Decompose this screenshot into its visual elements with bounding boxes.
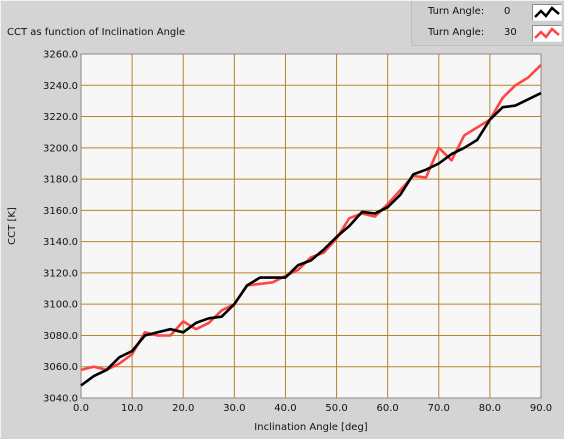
x-tick-label: 0.0: [73, 403, 89, 414]
x-tick-label: 90.0: [530, 403, 552, 414]
x-tick-label: 70.0: [428, 403, 450, 414]
y-tick-label: 3180.0: [43, 175, 78, 186]
x-tick-label: 20.0: [172, 403, 194, 414]
y-tick-label: 3040.0: [43, 394, 78, 405]
legend-label: Turn Angle:: [428, 27, 485, 38]
x-tick-label: 50.0: [325, 403, 347, 414]
x-axis-ticks: 0.0 10.0 20.0 30.0 40.0 50.0 60.0 70.0 80.0 90.0: [73, 403, 552, 414]
series-line-1: [80, 63, 542, 372]
y-tick-label: 3200.0: [43, 143, 78, 154]
y-tick-label: 3260.0: [43, 50, 78, 61]
x-tick-label: 30.0: [223, 403, 245, 414]
series-line-0: [80, 91, 542, 387]
legend-value: 0: [504, 6, 511, 17]
legend-swatch-black-line-icon[interactable]: [532, 4, 562, 21]
legend-item-turn-angle-30[interactable]: Turn Angle: 30: [412, 23, 564, 44]
legend-value: 30: [504, 27, 517, 38]
chart-title: CCT as function of Inclination Angle: [7, 27, 186, 38]
x-tick-label: 10.0: [121, 403, 143, 414]
series-layer: [80, 63, 542, 387]
y-axis-ticks: 3040.0 3060.0 3080.0 3100.0 3120.0 3140.0 3160…: [43, 50, 78, 405]
y-tick-label: 3220.0: [43, 112, 78, 123]
y-tick-label: 3140.0: [43, 237, 78, 248]
legend-label: Turn Angle:: [428, 6, 485, 17]
y-tick-label: 3120.0: [43, 268, 78, 279]
y-tick-label: 3100.0: [43, 300, 78, 311]
legend-swatch-red-line-icon[interactable]: [532, 25, 562, 42]
y-tick-label: 3160.0: [43, 206, 78, 217]
plot-border: [80, 53, 542, 399]
x-axis-label: Inclination Angle [deg]: [254, 422, 368, 433]
y-tick-label: 3060.0: [43, 362, 78, 373]
y-tick-label: 3240.0: [43, 81, 78, 92]
y-tick-label: 3080.0: [43, 331, 78, 342]
x-tick-label: 60.0: [377, 403, 399, 414]
y-axis-label: CCT [K]: [7, 207, 18, 245]
x-tick-label: 40.0: [274, 403, 296, 414]
x-tick-label: 80.0: [479, 403, 501, 414]
plot-legend[interactable]: Turn Angle: 0 Turn Angle: 30: [411, 1, 564, 46]
legend-item-turn-angle-0[interactable]: Turn Angle: 0: [412, 2, 564, 23]
plot-area[interactable]: [81, 54, 541, 398]
